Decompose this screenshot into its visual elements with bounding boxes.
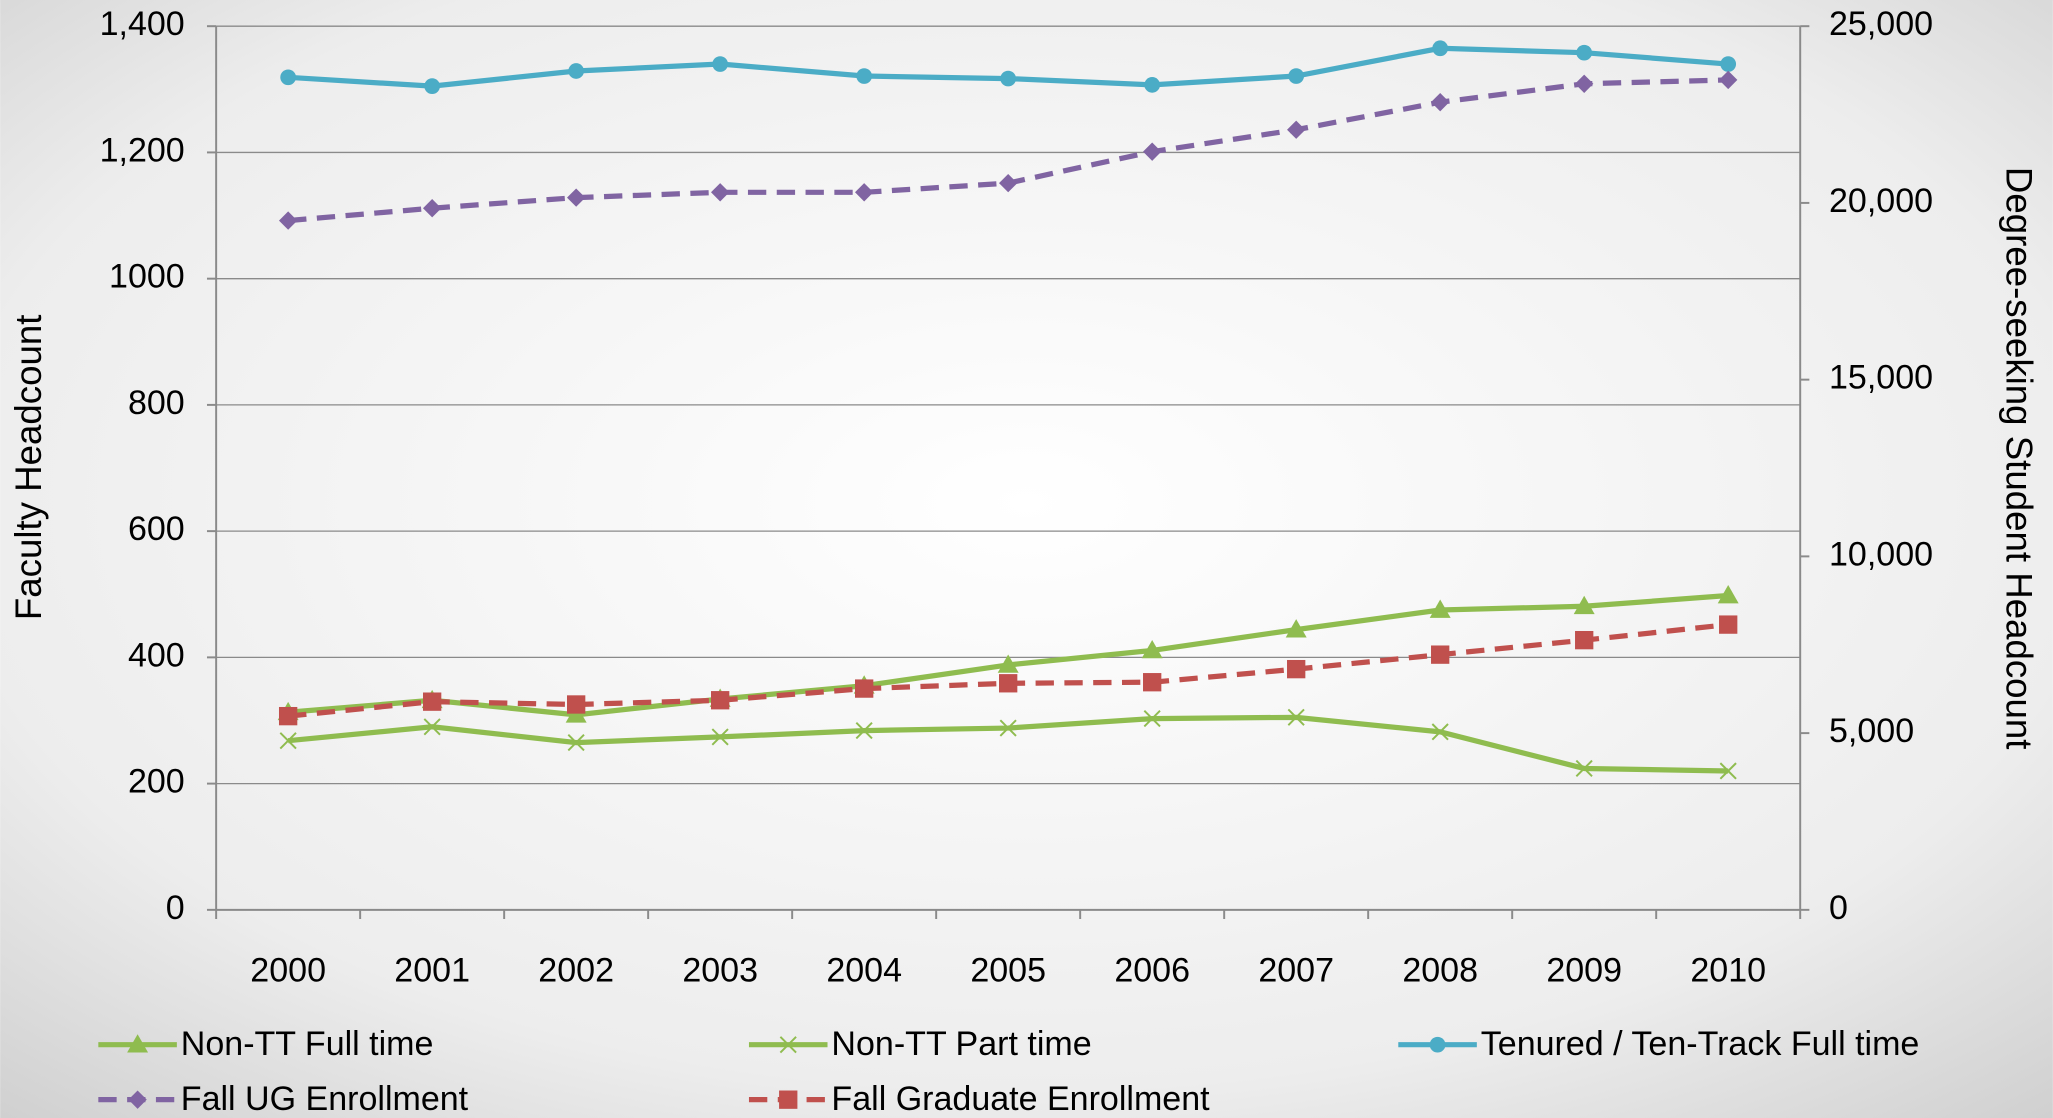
y2-tick-label: 0 xyxy=(1829,889,1848,927)
marker xyxy=(567,734,585,752)
marker xyxy=(1287,120,1306,139)
marker xyxy=(1141,639,1163,659)
marker xyxy=(712,56,729,72)
marker xyxy=(1144,77,1161,93)
x-tick-label: 2005 xyxy=(970,952,1046,990)
marker xyxy=(1429,1036,1446,1053)
x-tick-label: 2001 xyxy=(394,952,470,990)
marker xyxy=(856,68,873,84)
marker xyxy=(1431,645,1450,664)
marker xyxy=(1287,659,1306,679)
marker xyxy=(1573,595,1595,615)
marker xyxy=(280,69,297,86)
marker xyxy=(1288,68,1305,84)
y2-tick-label: 20,000 xyxy=(1829,182,1933,220)
marker xyxy=(1143,142,1162,161)
marker xyxy=(1000,70,1017,87)
y-tick-label: 1,400 xyxy=(100,5,185,43)
marker xyxy=(1719,762,1737,780)
marker xyxy=(127,1034,149,1053)
marker xyxy=(1576,44,1593,61)
marker xyxy=(568,63,585,79)
marker xyxy=(1431,93,1450,112)
marker xyxy=(999,719,1017,737)
marker xyxy=(422,199,442,218)
y-tick-label: 600 xyxy=(128,510,185,548)
y2-tick-label: 5,000 xyxy=(1829,712,1914,750)
marker xyxy=(566,695,586,714)
y-tick-label: 0 xyxy=(166,889,185,927)
marker xyxy=(423,718,441,736)
y-tick-label: 200 xyxy=(128,763,185,801)
marker xyxy=(711,728,729,746)
marker xyxy=(278,706,298,726)
x-tick-label: 2003 xyxy=(682,952,758,990)
x-tick-label: 2000 xyxy=(250,952,326,990)
marker xyxy=(424,78,441,95)
x-tick-label: 2008 xyxy=(1402,952,1478,990)
marker xyxy=(1719,615,1738,634)
x-tick-label: 2010 xyxy=(1690,952,1766,990)
marker xyxy=(1720,56,1737,72)
marker xyxy=(710,183,730,202)
marker xyxy=(422,692,442,711)
marker xyxy=(1432,40,1449,57)
marker xyxy=(1575,630,1594,650)
marker xyxy=(855,679,874,698)
marker xyxy=(779,1090,798,1109)
marker xyxy=(855,183,874,202)
y-tick-label: 800 xyxy=(128,384,185,422)
y2-tick-label: 25,000 xyxy=(1829,5,1933,43)
y-axis-title: Faculty Headcount xyxy=(8,315,49,621)
y-tick-label: 400 xyxy=(128,636,185,674)
legend-label: Tenured / Ten-Track Full time xyxy=(1481,1025,1920,1063)
marker xyxy=(855,722,873,740)
marker xyxy=(279,732,297,750)
y-tick-label: 1000 xyxy=(109,258,185,296)
marker xyxy=(999,674,1018,693)
marker xyxy=(1717,585,1739,604)
marker xyxy=(1575,759,1593,778)
x-tick-label: 2002 xyxy=(538,952,614,990)
marker xyxy=(999,173,1018,193)
marker xyxy=(1429,599,1451,618)
marker xyxy=(566,188,586,207)
legend-label: Non-TT Part time xyxy=(831,1025,1091,1063)
y2-tick-label: 15,000 xyxy=(1829,359,1933,397)
marker xyxy=(1143,673,1162,692)
legend-label: Fall Graduate Enrollment xyxy=(831,1080,1210,1118)
y2-tick-label: 10,000 xyxy=(1829,535,1933,573)
marker xyxy=(710,691,730,710)
marker xyxy=(1719,70,1738,90)
marker xyxy=(1287,708,1305,726)
marker xyxy=(278,211,298,230)
x-tick-label: 2007 xyxy=(1258,952,1334,990)
marker xyxy=(997,654,1019,673)
y-tick-label: 1,200 xyxy=(100,131,185,169)
legend-label: Non-TT Full time xyxy=(181,1025,434,1063)
y2-axis-title: Degree-seeking Student Headcount xyxy=(1999,167,2040,750)
marker xyxy=(1285,619,1307,638)
legend-label: Fall UG Enrollment xyxy=(181,1080,469,1118)
x-tick-label: 2004 xyxy=(826,952,902,990)
marker xyxy=(779,1036,797,1054)
marker xyxy=(1431,723,1449,741)
x-tick-label: 2009 xyxy=(1546,952,1622,990)
marker xyxy=(1143,710,1161,728)
x-tick-label: 2006 xyxy=(1114,952,1190,990)
